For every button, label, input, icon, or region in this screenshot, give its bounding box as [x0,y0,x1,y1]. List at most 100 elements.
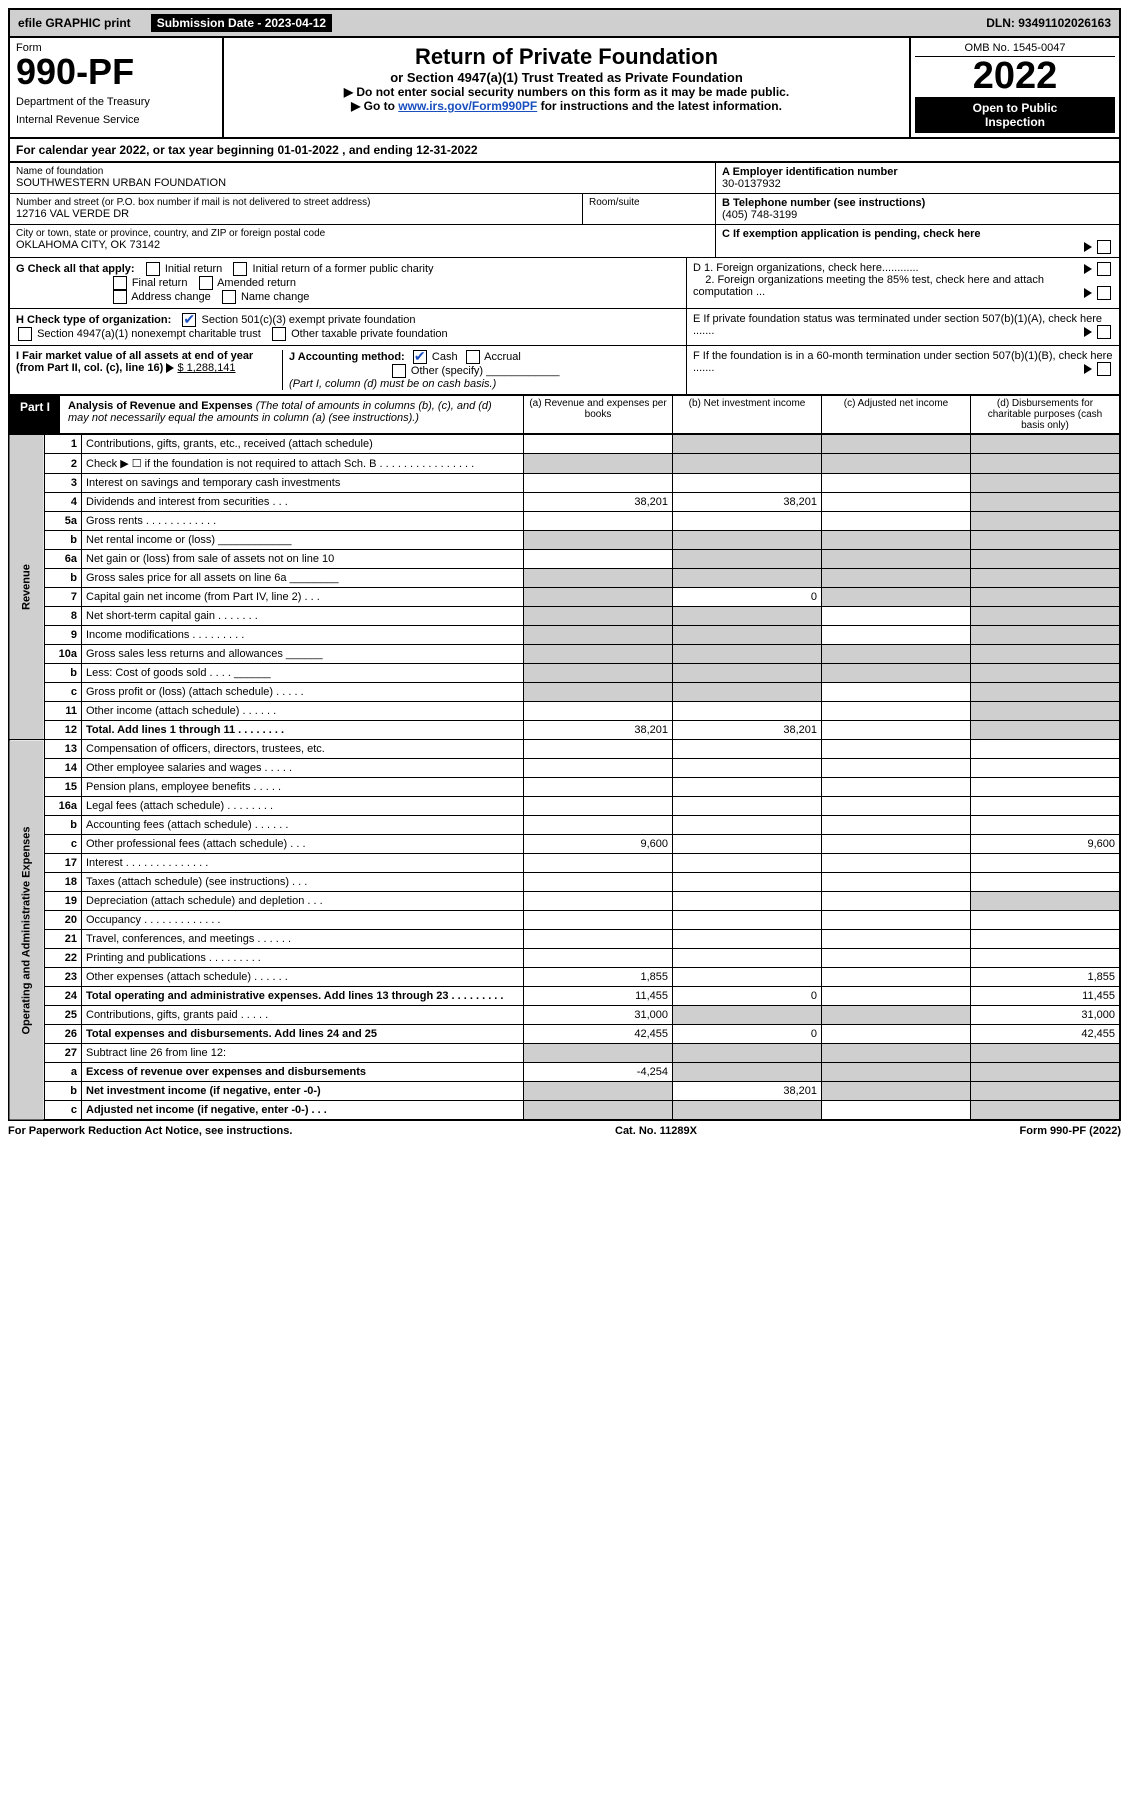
table-row: 7Capital gain net income (from Part IV, … [9,588,1120,607]
f-label: F If the foundation is in a 60-month ter… [693,350,1112,374]
form-number: 990-PF [16,54,216,90]
pointer-icon [1084,288,1092,298]
table-row: aExcess of revenue over expenses and dis… [9,1063,1120,1082]
form-header: Form 990-PF Department of the Treasury I… [8,38,1121,139]
pointer-icon [1084,327,1092,337]
g-name-checkbox[interactable] [222,290,236,304]
ein-label: A Employer identification number [722,166,1113,178]
j-accrual-checkbox[interactable] [466,350,480,364]
d1-label: D 1. Foreign organizations, check here..… [693,262,919,274]
table-row: 16aLegal fees (attach schedule) . . . . … [9,797,1120,816]
footer-left: For Paperwork Reduction Act Notice, see … [8,1125,292,1137]
h-other-checkbox[interactable] [272,327,286,341]
col-c-header: (c) Adjusted net income [821,396,970,433]
table-row: 18Taxes (attach schedule) (see instructi… [9,873,1120,892]
table-row: bNet rental income or (loss) ___________… [9,531,1120,550]
phone-label: B Telephone number (see instructions) [722,197,1113,209]
e-checkbox[interactable] [1097,325,1111,339]
table-row: 12Total. Add lines 1 through 11 . . . . … [9,721,1120,740]
address-value: 12716 VAL VERDE DR [16,208,576,220]
part1-title: Analysis of Revenue and Expenses [68,400,253,412]
c-checkbox[interactable] [1097,240,1111,254]
table-row: bLess: Cost of goods sold . . . . ______ [9,664,1120,683]
city-label: City or town, state or province, country… [16,228,709,239]
table-row: 2Check ▶ ☐ if the foundation is not requ… [9,454,1120,474]
analysis-table: Revenue1Contributions, gifts, grants, et… [8,434,1121,1121]
table-row: 11Other income (attach schedule) . . . .… [9,702,1120,721]
table-row: 17Interest . . . . . . . . . . . . . . [9,854,1120,873]
j-label: J Accounting method: [289,351,405,363]
part1-header: Part I Analysis of Revenue and Expenses … [8,396,1121,434]
table-row: 22Printing and publications . . . . . . … [9,949,1120,968]
g-final-checkbox[interactable] [113,276,127,290]
h-label: H Check type of organization: [16,314,171,326]
j-cash-checkbox[interactable] [413,350,427,364]
table-row: bNet investment income (if negative, ent… [9,1082,1120,1101]
table-row: 20Occupancy . . . . . . . . . . . . . [9,911,1120,930]
ein-value: 30-0137932 [722,178,1113,190]
h-e-row: H Check type of organization: Section 50… [8,309,1121,346]
table-row: 21Travel, conferences, and meetings . . … [9,930,1120,949]
irs-link[interactable]: www.irs.gov/Form990PF [398,99,537,113]
col-d-header: (d) Disbursements for charitable purpose… [970,396,1119,433]
part1-label: Part I [10,396,60,433]
table-row: 4Dividends and interest from securities … [9,493,1120,512]
g-initial-checkbox[interactable] [146,262,160,276]
table-row: Revenue1Contributions, gifts, grants, et… [9,435,1120,454]
footer-right: Form 990-PF (2022) [1020,1125,1121,1137]
tax-year: 2022 [915,57,1115,95]
d2-label: 2. Foreign organizations meeting the 85%… [693,274,1044,298]
pointer-icon [166,363,174,373]
d1-checkbox[interactable] [1097,262,1111,276]
table-row: 23Other expenses (attach schedule) . . .… [9,968,1120,987]
h-4947-checkbox[interactable] [18,327,32,341]
open-inspection: Open to Public Inspection [915,97,1115,133]
table-row: 24Total operating and administrative exp… [9,987,1120,1006]
d2-checkbox[interactable] [1097,286,1111,300]
table-row: 15Pension plans, employee benefits . . .… [9,778,1120,797]
footer-mid: Cat. No. 11289X [615,1125,697,1137]
i-f-row: I Fair market value of all assets at end… [8,346,1121,396]
e-label: E If private foundation status was termi… [693,313,1102,337]
table-row: 27Subtract line 26 from line 12: [9,1044,1120,1063]
revenue-side-label: Revenue [9,435,45,740]
efile-label: efile GRAPHIC print [10,12,139,34]
g-d-row: G Check all that apply: Initial return I… [8,258,1121,309]
form-subtitle: or Section 4947(a)(1) Trust Treated as P… [230,70,903,85]
col-b-header: (b) Net investment income [672,396,821,433]
instr-url: ▶ Go to www.irs.gov/Form990PF for instru… [230,99,903,113]
name-label: Name of foundation [16,166,709,177]
h-501c3-checkbox[interactable] [182,313,196,327]
table-row: 26Total expenses and disbursements. Add … [9,1025,1120,1044]
table-row: 5aGross rents . . . . . . . . . . . . [9,512,1120,531]
col-a-header: (a) Revenue and expenses per books [523,396,672,433]
fmv-value: $ 1,288,141 [177,362,235,374]
table-row: 9Income modifications . . . . . . . . . [9,626,1120,645]
table-row: 19Depreciation (attach schedule) and dep… [9,892,1120,911]
address-label: Number and street (or P.O. box number if… [16,197,576,208]
expenses-side-label: Operating and Administrative Expenses [9,740,45,1121]
g-amended-checkbox[interactable] [199,276,213,290]
f-checkbox[interactable] [1097,362,1111,376]
page-footer: For Paperwork Reduction Act Notice, see … [8,1121,1121,1141]
instr-ssn: ▶ Do not enter social security numbers o… [230,85,903,99]
table-row: Operating and Administrative Expenses13C… [9,740,1120,759]
g-address-checkbox[interactable] [113,290,127,304]
pointer-icon [1084,242,1092,252]
table-row: cOther professional fees (attach schedul… [9,835,1120,854]
table-row: bAccounting fees (attach schedule) . . .… [9,816,1120,835]
form-title: Return of Private Foundation [230,44,903,70]
phone-value: (405) 748-3199 [722,209,1113,221]
g-label: G Check all that apply: [16,263,135,275]
c-label: C If exemption application is pending, c… [722,228,981,240]
dept-treasury: Department of the Treasury [16,96,216,108]
table-row: bGross sales price for all assets on lin… [9,569,1120,588]
j-other-checkbox[interactable] [392,364,406,378]
table-row: 25Contributions, gifts, grants paid . . … [9,1006,1120,1025]
pointer-icon [1084,364,1092,374]
g-initial-former-checkbox[interactable] [233,262,247,276]
foundation-name: SOUTHWESTERN URBAN FOUNDATION [16,177,709,189]
table-row: cAdjusted net income (if negative, enter… [9,1101,1120,1121]
table-row: 8Net short-term capital gain . . . . . .… [9,607,1120,626]
dept-irs: Internal Revenue Service [16,114,216,126]
